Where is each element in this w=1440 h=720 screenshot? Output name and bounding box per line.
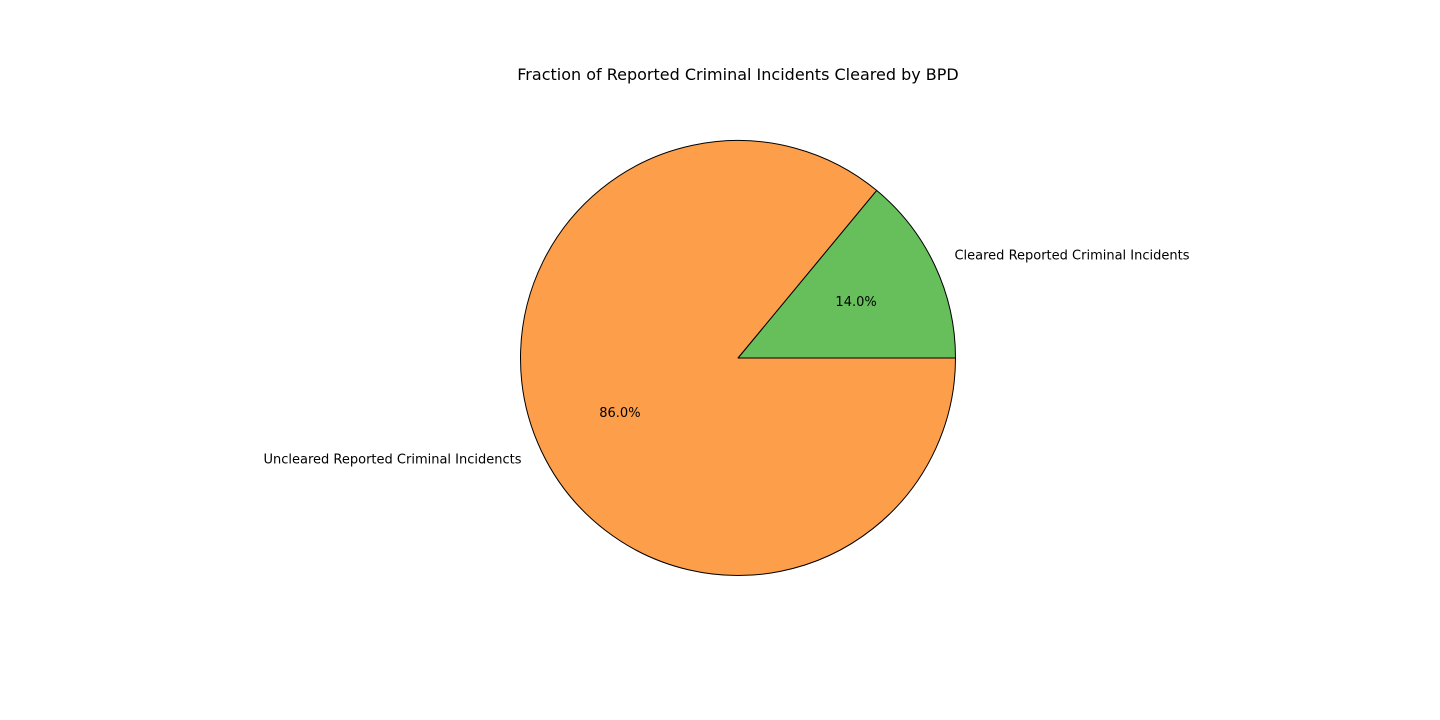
pie-slice-uncleared [520,140,956,576]
chart-title: Fraction of Reported Criminal Incidents … [517,65,958,84]
pct-label-cleared: 14.0% [835,295,876,310]
pct-label-uncleared: 86.0% [599,406,640,421]
slice-label-uncleared: Uncleared Reported Criminal Incidencts [264,452,522,467]
slice-label-cleared: Cleared Reported Criminal Incidents [954,249,1189,264]
pie-slice-cleared [737,189,956,359]
pie-labels: Cleared Reported Criminal Incidents 14.0%… [264,249,1190,468]
pie-slices [520,140,956,576]
